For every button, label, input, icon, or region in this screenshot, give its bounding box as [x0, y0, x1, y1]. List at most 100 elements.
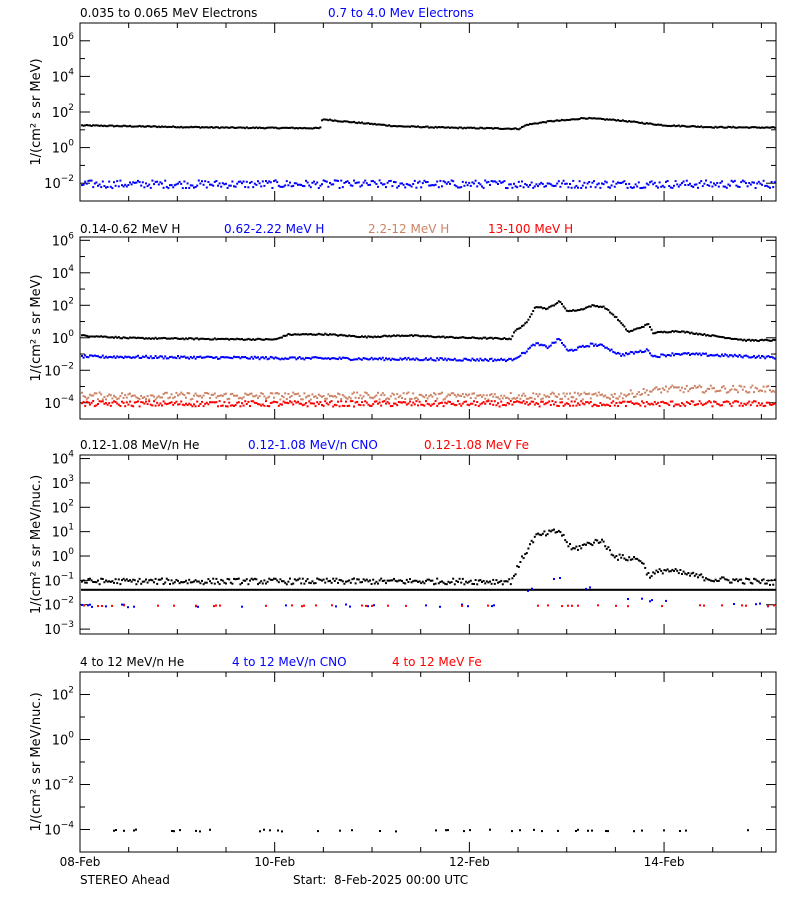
data-point [457, 393, 459, 396]
data-point [562, 392, 565, 395]
data-point [170, 126, 173, 128]
data-point [127, 125, 130, 128]
data-point [325, 588, 328, 591]
data-point [469, 126, 472, 129]
data-point [234, 404, 237, 406]
data-point [444, 126, 447, 129]
data-point [689, 574, 691, 577]
data-point [265, 582, 267, 585]
data-point [517, 400, 520, 403]
data-point [170, 184, 173, 187]
data-point [769, 126, 771, 129]
data-point [477, 182, 480, 185]
data-point [145, 588, 147, 591]
data-point [201, 588, 203, 591]
data-point [327, 403, 330, 406]
data-point [527, 397, 530, 400]
data-point [697, 125, 699, 128]
data-point [405, 403, 408, 406]
data-point [439, 357, 442, 360]
data-point [716, 335, 719, 338]
data-point [597, 344, 600, 347]
data-point [669, 400, 672, 403]
data-point [489, 588, 491, 591]
data-point [716, 353, 719, 356]
data-point [261, 588, 264, 591]
data-point [157, 356, 160, 359]
data-point [714, 354, 717, 357]
data-point [364, 179, 367, 182]
data-point [378, 401, 381, 404]
data-point [692, 332, 695, 335]
data-point [393, 588, 395, 591]
data-point [266, 181, 269, 184]
data-point [377, 335, 379, 338]
data-point [309, 588, 312, 591]
data-point [751, 356, 754, 359]
data-point [244, 579, 247, 582]
data-point [677, 588, 680, 591]
data-point [356, 578, 359, 581]
data-point [95, 581, 98, 584]
data-point [589, 400, 592, 403]
data-point [105, 605, 107, 608]
data-point [437, 186, 440, 189]
data-point [185, 402, 187, 405]
data-point [733, 337, 736, 340]
data-point [601, 118, 603, 120]
data-point [93, 405, 96, 408]
data-point [137, 400, 139, 403]
data-point [156, 357, 159, 359]
data-point [428, 358, 431, 361]
data-point [497, 337, 499, 340]
data-point [620, 556, 623, 559]
data-point [649, 326, 651, 328]
data-point [476, 394, 479, 397]
data-point [557, 393, 560, 396]
data-point [652, 403, 655, 406]
data-point [87, 401, 90, 404]
data-point [623, 588, 626, 591]
data-point [737, 126, 739, 129]
data-point [679, 389, 682, 392]
data-point [127, 337, 130, 340]
data-point [484, 336, 487, 339]
data-point [505, 127, 507, 130]
data-point [709, 181, 712, 184]
data-point [697, 576, 699, 579]
data-point [141, 397, 144, 399]
data-point [506, 187, 509, 190]
data-point [252, 395, 255, 398]
data-point [269, 402, 272, 405]
data-point [277, 404, 280, 407]
data-point [178, 126, 181, 129]
data-point [497, 183, 499, 185]
data-point [463, 336, 466, 339]
data-point [313, 402, 315, 405]
data-point [564, 182, 567, 185]
data-point [231, 392, 234, 395]
data-point [353, 120, 355, 123]
data-point [335, 588, 338, 591]
data-point [583, 588, 586, 591]
data-point [157, 337, 160, 340]
data-point [479, 588, 482, 591]
data-point [551, 400, 554, 403]
data-point [473, 126, 475, 129]
data-point [447, 357, 450, 360]
data-point [380, 358, 383, 361]
data-point [316, 577, 319, 580]
data-point [540, 181, 543, 184]
data-point [165, 185, 168, 188]
data-point [545, 534, 547, 537]
data-point [554, 588, 557, 591]
data-point [679, 331, 682, 334]
data-point [565, 348, 568, 351]
data-point [258, 403, 261, 406]
data-point [756, 182, 759, 185]
data-point [626, 120, 629, 123]
data-point [301, 605, 303, 608]
data-point [322, 578, 325, 581]
data-point [437, 582, 440, 585]
data-point [682, 124, 685, 127]
